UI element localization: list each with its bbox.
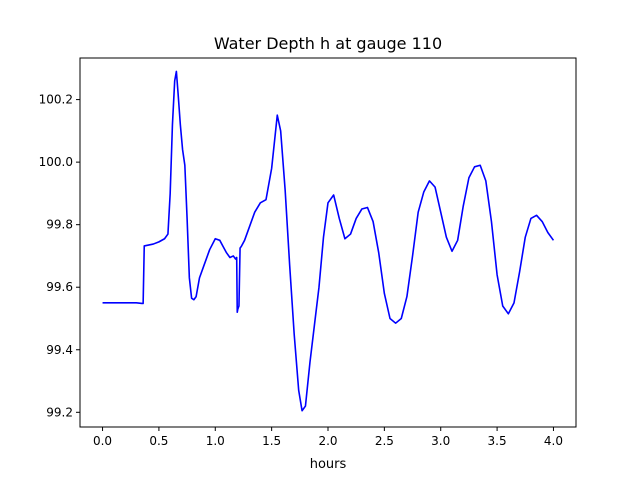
x-axis-label: hours	[310, 457, 347, 472]
x-tick-label: 3.5	[488, 434, 507, 448]
x-tick-label: 1.0	[206, 434, 225, 448]
y-axis: 99.2 99.4 99.6 99.8 100.0 100.2	[39, 93, 80, 419]
y-tick-label: 99.6	[46, 280, 73, 294]
y-tick-label: 99.8	[46, 218, 73, 232]
y-tick-label: 99.4	[46, 343, 73, 357]
plot-area	[102, 70, 555, 412]
x-tick-label: 0.5	[149, 434, 168, 448]
y-tick-label: 99.2	[46, 405, 73, 419]
y-tick-label: 100.2	[39, 93, 73, 107]
y-tick-label: 100.0	[39, 155, 73, 169]
series-line-1	[102, 70, 555, 412]
x-tick-label: 1.5	[262, 434, 281, 448]
x-tick-label: 2.0	[318, 434, 337, 448]
x-tick-label: 2.5	[375, 434, 394, 448]
x-tick-label: 4.0	[544, 434, 563, 448]
x-axis: 0.0 0.5 1.0 1.5 2.0 2.5 3.0 3.5 4.0	[93, 427, 563, 448]
chart-title: Water Depth h at gauge 110	[214, 34, 442, 53]
x-tick-label: 0.0	[93, 434, 112, 448]
x-tick-label: 3.0	[431, 434, 450, 448]
